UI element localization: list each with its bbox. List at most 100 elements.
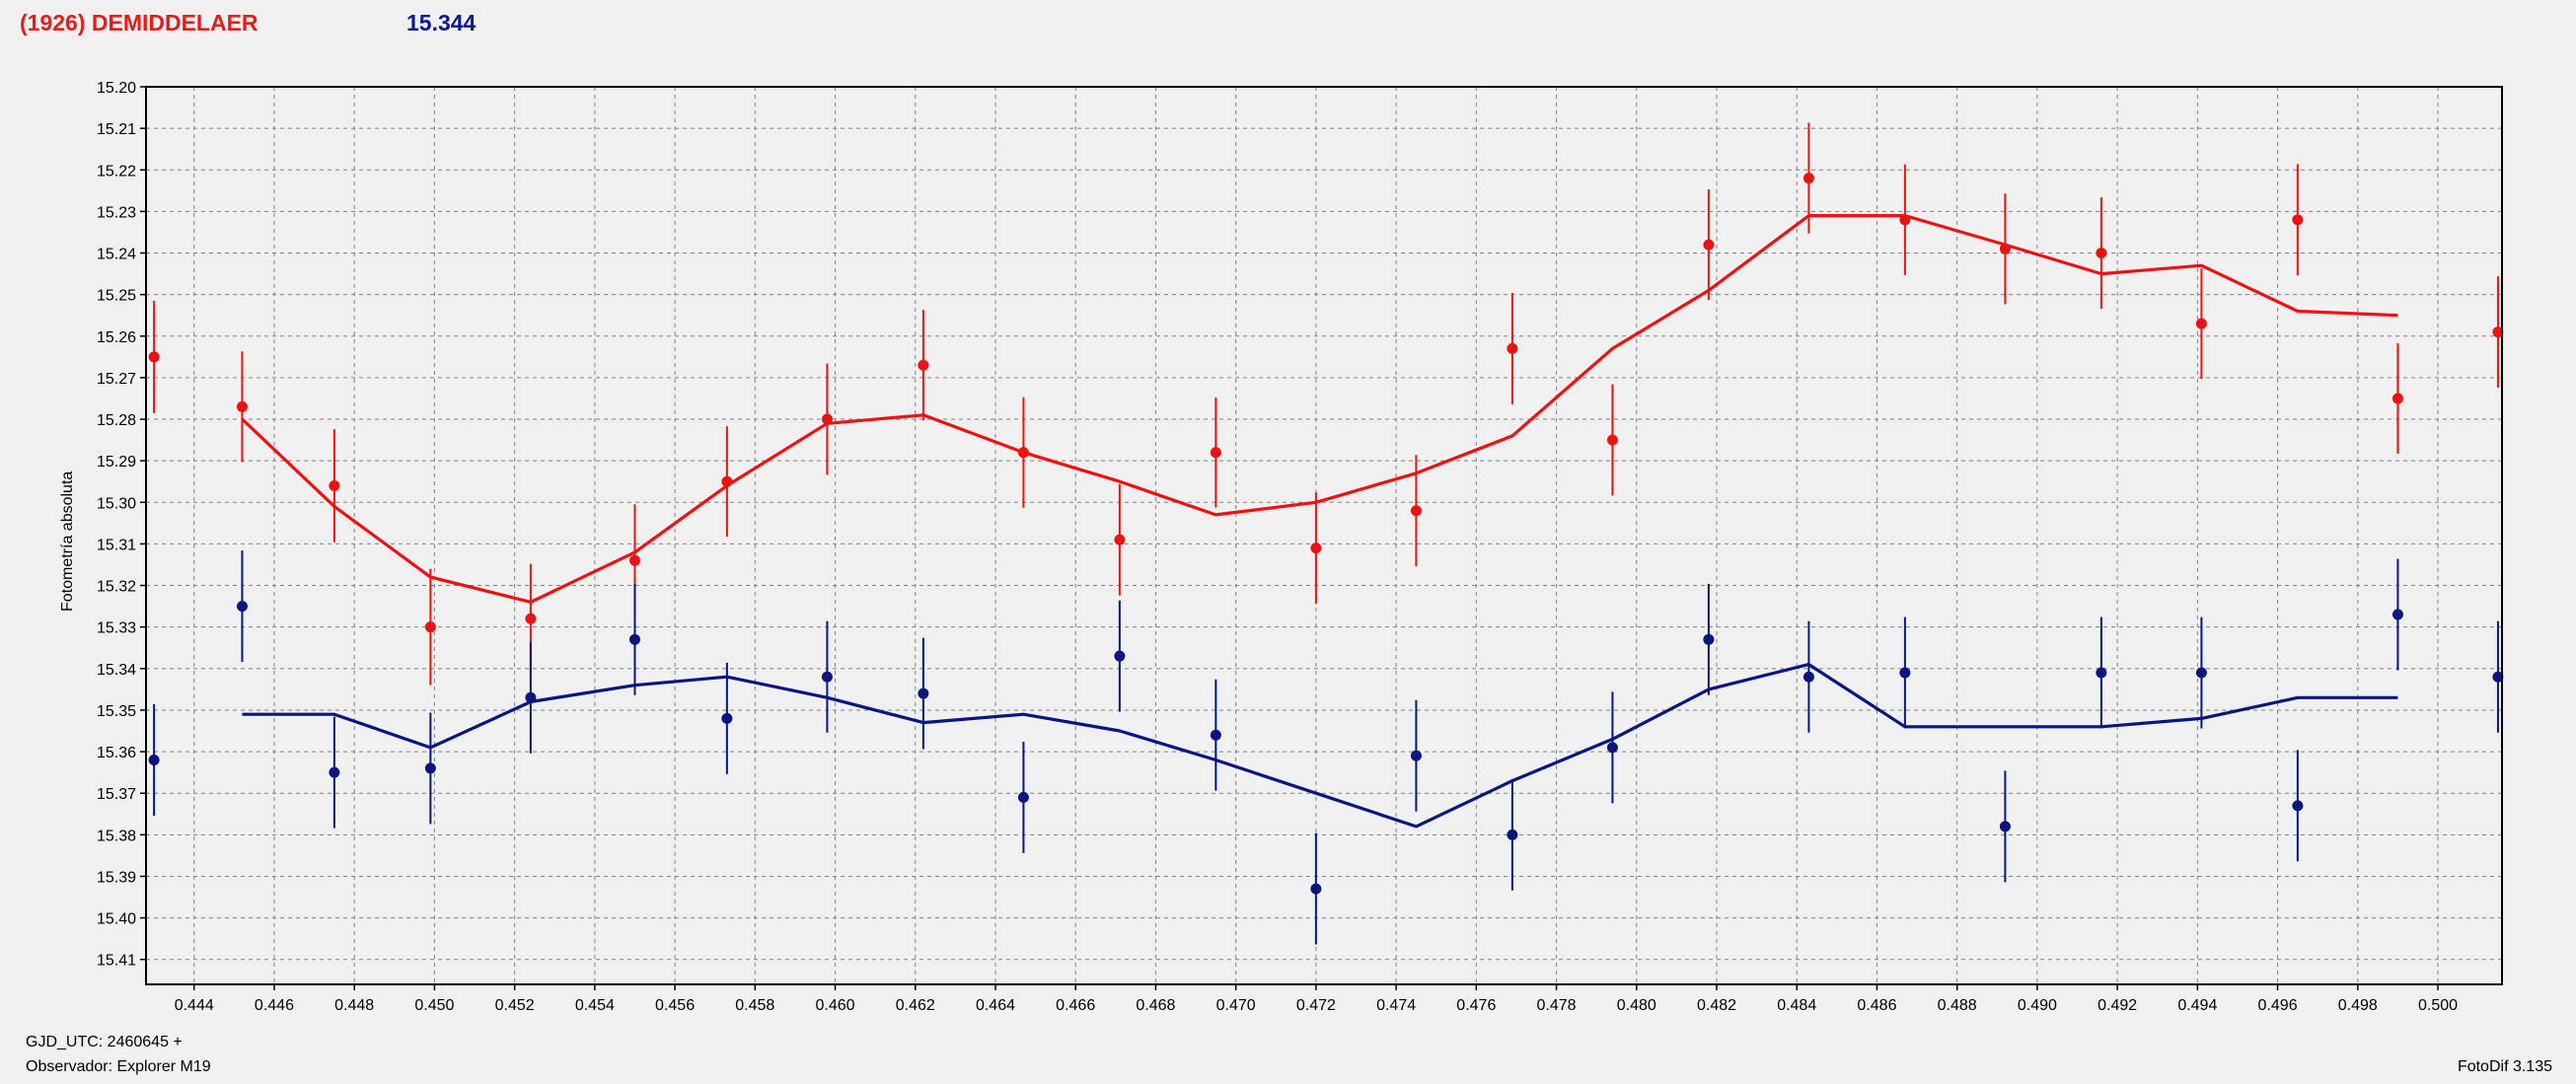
y-tick-label: 15.32 bbox=[97, 579, 136, 596]
data-point bbox=[2392, 393, 2403, 404]
series-1 bbox=[148, 550, 2504, 945]
data-point bbox=[628, 633, 640, 645]
data-point bbox=[2292, 800, 2304, 812]
data-point bbox=[918, 359, 929, 371]
data-point bbox=[424, 762, 436, 774]
data-point bbox=[2492, 326, 2504, 338]
y-tick-label: 15.37 bbox=[97, 786, 136, 803]
x-tick-label: 0.462 bbox=[896, 997, 935, 1014]
data-point bbox=[148, 351, 160, 363]
data-point bbox=[1999, 821, 2011, 832]
y-tick-label: 15.20 bbox=[97, 80, 136, 97]
x-tick-label: 0.446 bbox=[255, 997, 294, 1014]
data-point bbox=[2492, 671, 2504, 683]
x-tick-label: 0.454 bbox=[575, 997, 615, 1014]
data-point bbox=[1703, 239, 1715, 251]
y-tick-label: 15.24 bbox=[97, 247, 136, 263]
data-point bbox=[1210, 447, 1221, 459]
x-tick-label: 0.468 bbox=[1136, 997, 1175, 1014]
data-point bbox=[628, 554, 640, 566]
x-tick-label: 0.458 bbox=[735, 997, 774, 1014]
y-tick-label: 15.35 bbox=[97, 703, 136, 720]
data-point bbox=[1606, 434, 1618, 446]
data-point bbox=[1410, 505, 1422, 517]
data-point bbox=[1899, 214, 1911, 226]
data-point bbox=[424, 621, 436, 633]
data-point bbox=[329, 479, 340, 491]
data-point bbox=[821, 413, 833, 425]
software-version: FotoDif 3.135 bbox=[2457, 1058, 2552, 1075]
data-point bbox=[148, 755, 160, 765]
x-tick-label: 0.470 bbox=[1216, 997, 1256, 1014]
data-point bbox=[2096, 248, 2107, 259]
y-tick-label: 15.28 bbox=[97, 412, 136, 429]
data-point bbox=[525, 691, 537, 703]
y-tick-label: 15.21 bbox=[97, 121, 136, 138]
data-point bbox=[2195, 667, 2207, 679]
data-point bbox=[2292, 214, 2304, 226]
y-tick-label: 15.29 bbox=[97, 454, 136, 470]
x-tick-label: 0.444 bbox=[175, 997, 214, 1014]
y-tick-label: 15.38 bbox=[97, 828, 136, 844]
x-tick-label: 0.448 bbox=[334, 997, 374, 1014]
y-tick-label: 15.41 bbox=[97, 953, 136, 970]
magnitude-value: 15.344 bbox=[406, 10, 477, 36]
data-point bbox=[1210, 729, 1221, 741]
data-point bbox=[1606, 742, 1618, 754]
data-point bbox=[1999, 243, 2011, 254]
data-point bbox=[1114, 534, 1126, 545]
y-tick-label: 15.22 bbox=[97, 163, 136, 180]
grid bbox=[146, 86, 2502, 984]
lightcurve-chart: 15.20 15.21 15.22 15.23 15.24 15.25 15.26 15.27… bbox=[59, 80, 2504, 1014]
y-tick-label: 15.39 bbox=[97, 869, 136, 886]
x-tick-label: 0.500 bbox=[2418, 997, 2458, 1014]
data-point bbox=[1507, 342, 1518, 354]
x-tick-label: 0.486 bbox=[1857, 997, 1896, 1014]
data-point bbox=[1803, 671, 1814, 683]
series bbox=[148, 122, 2504, 945]
x-tick-label: 0.456 bbox=[655, 997, 695, 1014]
x-tick-label: 0.496 bbox=[2258, 997, 2298, 1014]
y-axis: 15.20 15.21 15.22 15.23 15.24 15.25 15.26 15.27… bbox=[97, 80, 146, 970]
data-point bbox=[1803, 173, 1814, 184]
y-tick-label: 15.36 bbox=[97, 745, 136, 761]
x-tick-label: 0.476 bbox=[1456, 997, 1496, 1014]
data-point bbox=[1114, 650, 1126, 662]
data-point bbox=[2096, 667, 2107, 679]
x-tick-label: 0.450 bbox=[414, 997, 454, 1014]
data-point bbox=[525, 613, 537, 624]
y-tick-label: 15.26 bbox=[97, 329, 136, 346]
y-tick-label: 15.23 bbox=[97, 204, 136, 221]
data-point bbox=[918, 687, 929, 699]
data-point bbox=[1703, 633, 1715, 645]
data-point bbox=[1507, 829, 1518, 840]
object-name: (1926) DEMIDDELAER bbox=[20, 10, 258, 36]
y-tick-label: 15.30 bbox=[97, 495, 136, 512]
x-axis: 0.444 0.446 0.448 0.450 0.452 0.454 0.456 0.458… bbox=[175, 984, 2458, 1014]
data-point bbox=[721, 712, 733, 724]
x-tick-label: 0.474 bbox=[1376, 997, 1416, 1014]
y-tick-label: 15.25 bbox=[97, 288, 136, 305]
x-tick-label: 0.464 bbox=[976, 997, 1015, 1014]
data-point bbox=[1899, 667, 1911, 679]
x-tick-label: 0.494 bbox=[2177, 997, 2217, 1014]
observer-label: Observador: Explorer M19 bbox=[26, 1058, 211, 1075]
data-point bbox=[1310, 542, 1322, 554]
data-point bbox=[236, 601, 248, 613]
data-point bbox=[821, 671, 833, 683]
y-tick-label: 15.40 bbox=[97, 911, 136, 928]
y-axis-label: Fotometría absoluta bbox=[59, 471, 76, 612]
x-tick-label: 0.472 bbox=[1296, 997, 1336, 1014]
x-tick-label: 0.466 bbox=[1056, 997, 1095, 1014]
x-tick-label: 0.488 bbox=[1938, 997, 1977, 1014]
x-tick-label: 0.498 bbox=[2338, 997, 2378, 1014]
x-tick-label: 0.460 bbox=[816, 997, 855, 1014]
y-tick-label: 15.34 bbox=[97, 662, 136, 679]
x-tick-label: 0.492 bbox=[2098, 997, 2137, 1014]
data-point bbox=[1410, 750, 1422, 761]
data-point bbox=[1310, 883, 1322, 895]
series-0 bbox=[148, 122, 2504, 686]
data-point bbox=[329, 766, 340, 778]
y-tick-label: 15.27 bbox=[97, 371, 136, 388]
gjd-utc-label: GJD_UTC: 2460645 + bbox=[26, 1034, 183, 1050]
